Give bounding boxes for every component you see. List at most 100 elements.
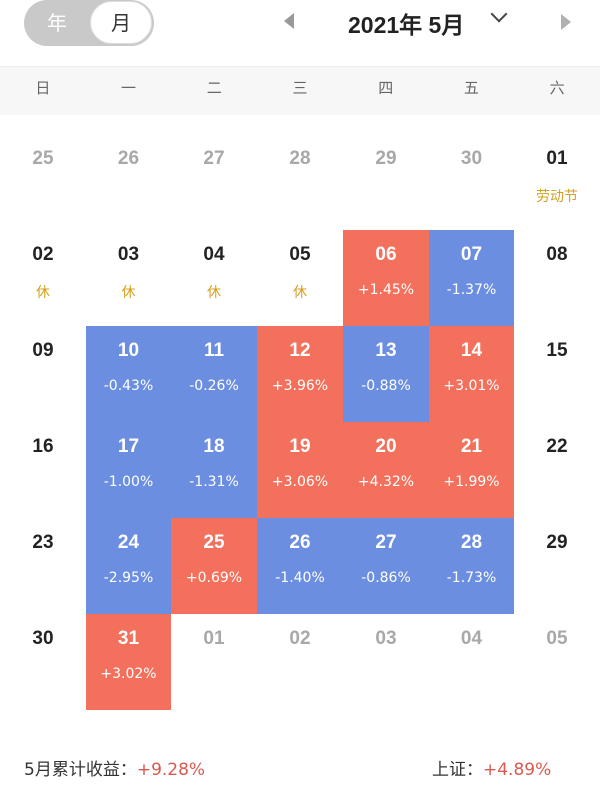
day-number: 27 — [203, 148, 225, 169]
calendar-day-cell[interactable]: 28 — [257, 134, 343, 230]
calendar-day-cell[interactable]: 04 休 — [171, 230, 257, 326]
calendar-day-cell[interactable]: 05 — [514, 614, 600, 710]
calendar-day-cell[interactable]: 14 +3.01% — [429, 326, 514, 422]
weekday-label: 四 — [378, 79, 394, 97]
monthly-return-label: 5月累计收益： — [24, 760, 137, 780]
day-number: 31 — [117, 628, 140, 649]
holiday-label: 休 — [121, 285, 136, 301]
daily-return: +3.96% — [271, 378, 329, 394]
calendar-day-cell[interactable]: 03 — [343, 614, 429, 710]
daily-return: -1.73% — [446, 570, 497, 586]
daily-return: -0.43% — [103, 378, 154, 394]
day-number: 05 — [289, 244, 311, 265]
weekday-label: 二 — [206, 79, 222, 97]
calendar-day-cell[interactable]: 28 -1.73% — [429, 518, 514, 614]
day-number: 30 — [460, 148, 483, 169]
calendar-day-cell[interactable]: 20 +4.32% — [343, 422, 429, 518]
calendar-day-cell[interactable]: 25 — [0, 134, 86, 230]
calendar-day-cell[interactable]: 23 — [0, 518, 86, 614]
index-return-value: +4.89% — [483, 760, 552, 780]
calendar-day-cell[interactable]: 26 -1.40% — [257, 518, 343, 614]
calendar-day-cell[interactable]: 02 休 — [0, 230, 86, 326]
calendar-day-cell[interactable]: 02 — [257, 614, 343, 710]
holiday-label: 休 — [36, 285, 50, 301]
calendar-day-cell[interactable]: 15 — [514, 326, 600, 422]
calendar-day-cell[interactable]: 17 -1.00% — [86, 422, 171, 518]
day-number: 02 — [289, 628, 311, 649]
day-number: 03 — [375, 628, 397, 649]
calendar-day-cell[interactable]: 07 -1.37% — [429, 230, 514, 326]
prev-month-icon[interactable] — [284, 13, 294, 29]
daily-return: -1.37% — [446, 282, 497, 298]
calendar-day-cell[interactable]: 21 +1.99% — [429, 422, 514, 518]
calendar-day-cell[interactable]: 25 +0.69% — [171, 518, 257, 614]
day-number: 28 — [289, 148, 311, 169]
day-number: 18 — [203, 436, 225, 457]
calendar-day-cell[interactable]: 08 — [514, 230, 600, 326]
day-number: 04 — [460, 628, 483, 649]
day-number: 05 — [546, 628, 568, 649]
holiday-label: 休 — [293, 285, 307, 301]
day-number: 03 — [117, 244, 140, 265]
calendar-day-cell[interactable]: 26 — [86, 134, 171, 230]
tab-month[interactable]: 月 — [90, 1, 152, 44]
weekday-label: 三 — [292, 79, 308, 97]
calendar-day-cell[interactable]: 29 — [343, 134, 429, 230]
day-number: 08 — [546, 244, 568, 265]
daily-return: +3.01% — [443, 378, 500, 394]
calendar-day-cell[interactable]: 09 — [0, 326, 86, 422]
calendar-day-cell[interactable]: 03 休 — [86, 230, 171, 326]
chevron-down-icon[interactable] — [490, 5, 508, 23]
calendar-day-cell[interactable]: 30 — [0, 614, 86, 710]
calendar-day-cell[interactable]: 29 — [514, 518, 600, 614]
calendar-day-cell[interactable]: 11 -0.26% — [171, 326, 257, 422]
day-number: 29 — [546, 532, 568, 553]
day-number: 14 — [460, 340, 483, 361]
day-number: 01 — [203, 628, 225, 649]
day-number: 22 — [546, 436, 568, 457]
index-return: 上证：+4.89% — [432, 755, 551, 780]
day-number: 01 — [546, 148, 568, 169]
calendar-day-cell[interactable]: 30 — [429, 134, 514, 230]
calendar-day-cell[interactable]: 31 +3.02% — [86, 614, 171, 710]
calendar-day-cell[interactable]: 24 -2.95% — [86, 518, 171, 614]
day-number: 13 — [375, 340, 397, 361]
calendar-day-cell[interactable]: 05 休 — [257, 230, 343, 326]
daily-return: +4.32% — [357, 474, 415, 490]
daily-return: -0.86% — [361, 570, 411, 586]
day-number: 26 — [289, 532, 311, 553]
calendar-day-cell[interactable]: 19 +3.06% — [257, 422, 343, 518]
calendar-day-cell[interactable]: 16 — [0, 422, 86, 518]
calendar-day-cell[interactable]: 27 -0.86% — [343, 518, 429, 614]
calendar-day-cell[interactable]: 01 劳动节 — [514, 134, 600, 230]
next-month-icon[interactable] — [561, 14, 571, 30]
day-number: 29 — [375, 148, 397, 169]
calendar-day-cell[interactable]: 12 +3.96% — [257, 326, 343, 422]
calendar-day-cell[interactable]: 01 — [171, 614, 257, 710]
calendar-day-cell[interactable]: 13 -0.88% — [343, 326, 429, 422]
daily-return: +3.02% — [100, 666, 157, 682]
calendar-day-cell[interactable]: 06 +1.45% — [343, 230, 429, 326]
daily-return: -0.88% — [361, 378, 411, 394]
day-number: 11 — [203, 340, 225, 361]
calendar-day-cell[interactable]: 18 -1.31% — [171, 422, 257, 518]
calendar-day-cell[interactable]: 04 — [429, 614, 514, 710]
monthly-return: 5月累计收益：+9.28% — [24, 755, 205, 780]
calendar-day-cell[interactable]: 22 — [514, 422, 600, 518]
day-number: 15 — [546, 340, 568, 361]
daily-return: +1.99% — [443, 474, 500, 490]
tab-year[interactable]: 年 — [47, 11, 67, 35]
daily-return: +1.45% — [357, 282, 415, 298]
month-title[interactable]: 2021年 5月 — [348, 12, 465, 38]
year-month-toggle[interactable]: 年 月 — [24, 0, 154, 46]
monthly-return-value: +9.28% — [136, 760, 206, 780]
day-number: 17 — [117, 436, 140, 457]
day-number: 12 — [289, 340, 311, 361]
day-number: 30 — [32, 628, 54, 649]
calendar-day-cell[interactable]: 10 -0.43% — [86, 326, 171, 422]
calendar-day-cell[interactable]: 27 — [171, 134, 257, 230]
daily-return: -2.95% — [103, 570, 154, 586]
day-number: 28 — [460, 532, 483, 553]
daily-return: +0.69% — [185, 570, 243, 586]
daily-return: -1.31% — [189, 474, 239, 490]
